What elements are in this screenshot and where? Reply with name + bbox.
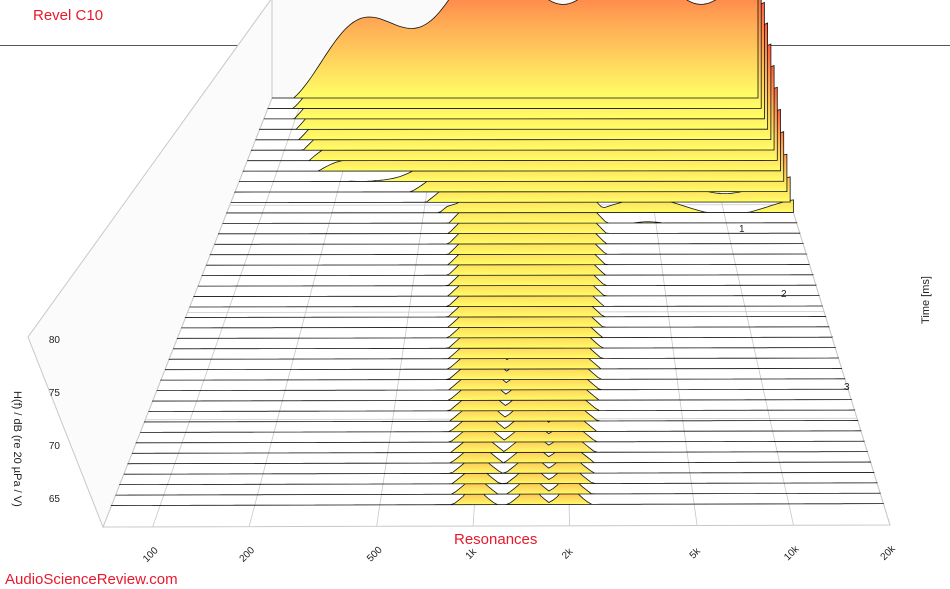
decay-slice: [115, 462, 881, 496]
y-tick-80: 80: [49, 335, 61, 346]
x-tick-200: 200: [238, 545, 258, 565]
time-axis-label: Time [ms]: [919, 276, 932, 324]
decay-slice: [110, 474, 884, 506]
x-tick-500: 500: [365, 544, 385, 564]
time-tick-1: 1: [739, 224, 745, 235]
decay-slice: [272, 0, 759, 99]
watermark: AudioScienceReview.com: [5, 571, 178, 588]
decay-slice: [143, 382, 859, 423]
decay-slice: [127, 428, 872, 465]
decay-slice: [132, 416, 868, 454]
decay-slices: [110, 0, 884, 506]
x-tick-10k: 10k: [782, 543, 802, 563]
x-tick-1k: 1k: [464, 546, 480, 562]
y-tick-70: 70: [49, 441, 61, 452]
decay-slice: [119, 451, 878, 486]
decay-slice: [152, 359, 853, 402]
resonances-annotation: Resonances: [454, 531, 538, 548]
time-tick-3: 3: [844, 382, 850, 393]
x-tick-5k: 5k: [688, 545, 704, 561]
y-tick-75: 75: [49, 388, 61, 399]
brand-label: Revel C10: [33, 7, 104, 24]
decay-slice: [140, 394, 862, 433]
time-tick-labels: 1 2 3: [739, 224, 850, 393]
decay-slice: [148, 371, 856, 412]
decay-slice: [135, 405, 865, 444]
y-tick-65: 65: [49, 494, 61, 505]
y-tick-labels: 65 70 75 80: [49, 335, 61, 505]
time-tick-2: 2: [781, 289, 787, 300]
decay-slice: [156, 348, 849, 391]
x-tick-2k: 2k: [560, 546, 576, 562]
x-tick-100: 100: [141, 545, 161, 565]
y-axis-label: H(f) / dB (re 20 µPa / V): [11, 391, 23, 507]
decay-slice: [123, 439, 875, 475]
x-tick-20k: 20k: [879, 543, 899, 563]
